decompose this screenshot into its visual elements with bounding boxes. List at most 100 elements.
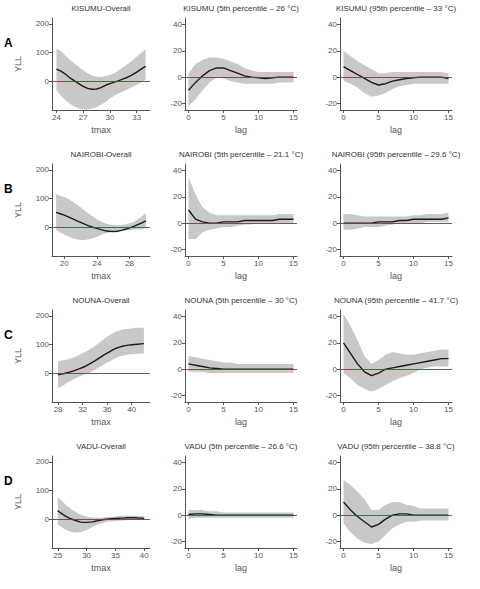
svg-text:25: 25 (53, 551, 62, 560)
svg-text:5: 5 (221, 259, 226, 268)
svg-text:27: 27 (79, 113, 88, 122)
svg-text:-20: -20 (325, 391, 337, 400)
svg-text:20: 20 (173, 338, 182, 347)
svg-text:10: 10 (409, 551, 418, 560)
svg-text:24: 24 (52, 113, 61, 122)
svg-text:0: 0 (333, 511, 338, 520)
svg-text:20: 20 (173, 192, 182, 201)
svg-text:0: 0 (186, 259, 191, 268)
svg-text:0: 0 (45, 369, 50, 378)
svg-text:NAIROBI (5th percentile – 21.1: NAIROBI (5th percentile – 21.1 °C) (179, 150, 303, 159)
svg-text:40: 40 (140, 551, 149, 560)
svg-text:YLL: YLL (13, 202, 23, 218)
svg-text:lag: lag (390, 271, 402, 281)
svg-text:15: 15 (444, 405, 453, 414)
svg-text:5: 5 (221, 405, 226, 414)
svg-text:15: 15 (289, 259, 298, 268)
svg-text:YLL: YLL (13, 494, 23, 510)
svg-text:20: 20 (173, 46, 182, 55)
svg-text:40: 40 (173, 166, 182, 175)
svg-text:-20: -20 (325, 99, 337, 108)
svg-text:200: 200 (36, 311, 50, 320)
svg-text:20: 20 (328, 338, 337, 347)
svg-text:5: 5 (376, 551, 381, 560)
svg-text:200: 200 (36, 165, 50, 174)
svg-text:32: 32 (78, 405, 87, 414)
svg-text:35: 35 (111, 551, 120, 560)
svg-text:40: 40 (173, 312, 182, 321)
svg-text:20: 20 (173, 484, 182, 493)
svg-text:10: 10 (409, 113, 418, 122)
svg-text:0: 0 (186, 551, 191, 560)
svg-text:0: 0 (178, 511, 183, 520)
svg-text:A: A (4, 36, 13, 50)
svg-text:lag: lag (235, 271, 247, 281)
svg-text:15: 15 (444, 259, 453, 268)
svg-text:0: 0 (341, 405, 346, 414)
svg-text:VADU (95th percentile – 38.8 °: VADU (95th percentile – 38.8 °C) (337, 442, 455, 451)
svg-text:20: 20 (60, 259, 69, 268)
svg-text:NAIROBI-Overall: NAIROBI-Overall (71, 150, 132, 159)
svg-text:0: 0 (178, 219, 183, 228)
svg-text:15: 15 (289, 113, 298, 122)
svg-text:10: 10 (254, 405, 263, 414)
svg-text:0: 0 (186, 113, 191, 122)
svg-text:0: 0 (333, 219, 338, 228)
svg-text:0: 0 (333, 365, 338, 374)
svg-text:40: 40 (328, 20, 337, 29)
svg-text:KISUMU (95th percentile – 33 °: KISUMU (95th percentile – 33 °C) (336, 4, 456, 13)
svg-text:lag: lag (390, 563, 402, 573)
svg-text:0: 0 (186, 405, 191, 414)
svg-text:tmax: tmax (91, 271, 111, 281)
svg-text:0: 0 (341, 113, 346, 122)
svg-text:40: 40 (173, 458, 182, 467)
svg-text:0: 0 (333, 73, 338, 82)
svg-text:15: 15 (444, 113, 453, 122)
svg-text:20: 20 (328, 484, 337, 493)
svg-text:0: 0 (45, 223, 50, 232)
svg-text:-20: -20 (170, 99, 182, 108)
svg-text:D: D (4, 474, 13, 488)
svg-text:33: 33 (132, 113, 141, 122)
svg-text:10: 10 (409, 405, 418, 414)
svg-text:40: 40 (328, 458, 337, 467)
svg-text:lag: lag (235, 417, 247, 427)
svg-text:B: B (4, 182, 13, 196)
svg-text:NOUNA (95th percentile – 41.7: NOUNA (95th percentile – 41.7 °C) (334, 296, 458, 305)
svg-text:30: 30 (105, 113, 114, 122)
svg-text:0: 0 (45, 515, 50, 524)
svg-text:5: 5 (376, 259, 381, 268)
svg-text:100: 100 (36, 340, 50, 349)
svg-text:tmax: tmax (91, 417, 111, 427)
svg-text:10: 10 (254, 113, 263, 122)
svg-text:100: 100 (36, 48, 50, 57)
svg-text:NOUNA-Overall: NOUNA-Overall (73, 296, 130, 305)
svg-text:lag: lag (390, 417, 402, 427)
svg-text:24: 24 (92, 259, 101, 268)
svg-text:5: 5 (376, 113, 381, 122)
svg-text:tmax: tmax (91, 563, 111, 573)
svg-text:5: 5 (221, 551, 226, 560)
svg-text:100: 100 (36, 486, 50, 495)
svg-text:-20: -20 (325, 245, 337, 254)
svg-text:-20: -20 (170, 537, 182, 546)
svg-text:NAIROBI (95th percentile – 29.: NAIROBI (95th percentile – 29.6 °C) (332, 150, 461, 159)
svg-text:15: 15 (289, 405, 298, 414)
svg-text:NOUNA (5th percentile – 30 °C): NOUNA (5th percentile – 30 °C) (184, 296, 297, 305)
svg-text:10: 10 (409, 259, 418, 268)
svg-text:lag: lag (235, 563, 247, 573)
svg-text:40: 40 (328, 166, 337, 175)
svg-text:VADU (5th percentile – 26.6 °C: VADU (5th percentile – 26.6 °C) (185, 442, 298, 451)
svg-text:lag: lag (390, 125, 402, 135)
svg-text:0: 0 (178, 365, 183, 374)
svg-text:-20: -20 (170, 391, 182, 400)
svg-text:5: 5 (376, 405, 381, 414)
svg-text:28: 28 (125, 259, 134, 268)
svg-text:200: 200 (36, 19, 50, 28)
svg-text:15: 15 (289, 551, 298, 560)
svg-text:YLL: YLL (13, 348, 23, 364)
svg-text:28: 28 (54, 405, 63, 414)
svg-text:0: 0 (45, 77, 50, 86)
svg-text:0: 0 (341, 259, 346, 268)
svg-text:20: 20 (328, 192, 337, 201)
